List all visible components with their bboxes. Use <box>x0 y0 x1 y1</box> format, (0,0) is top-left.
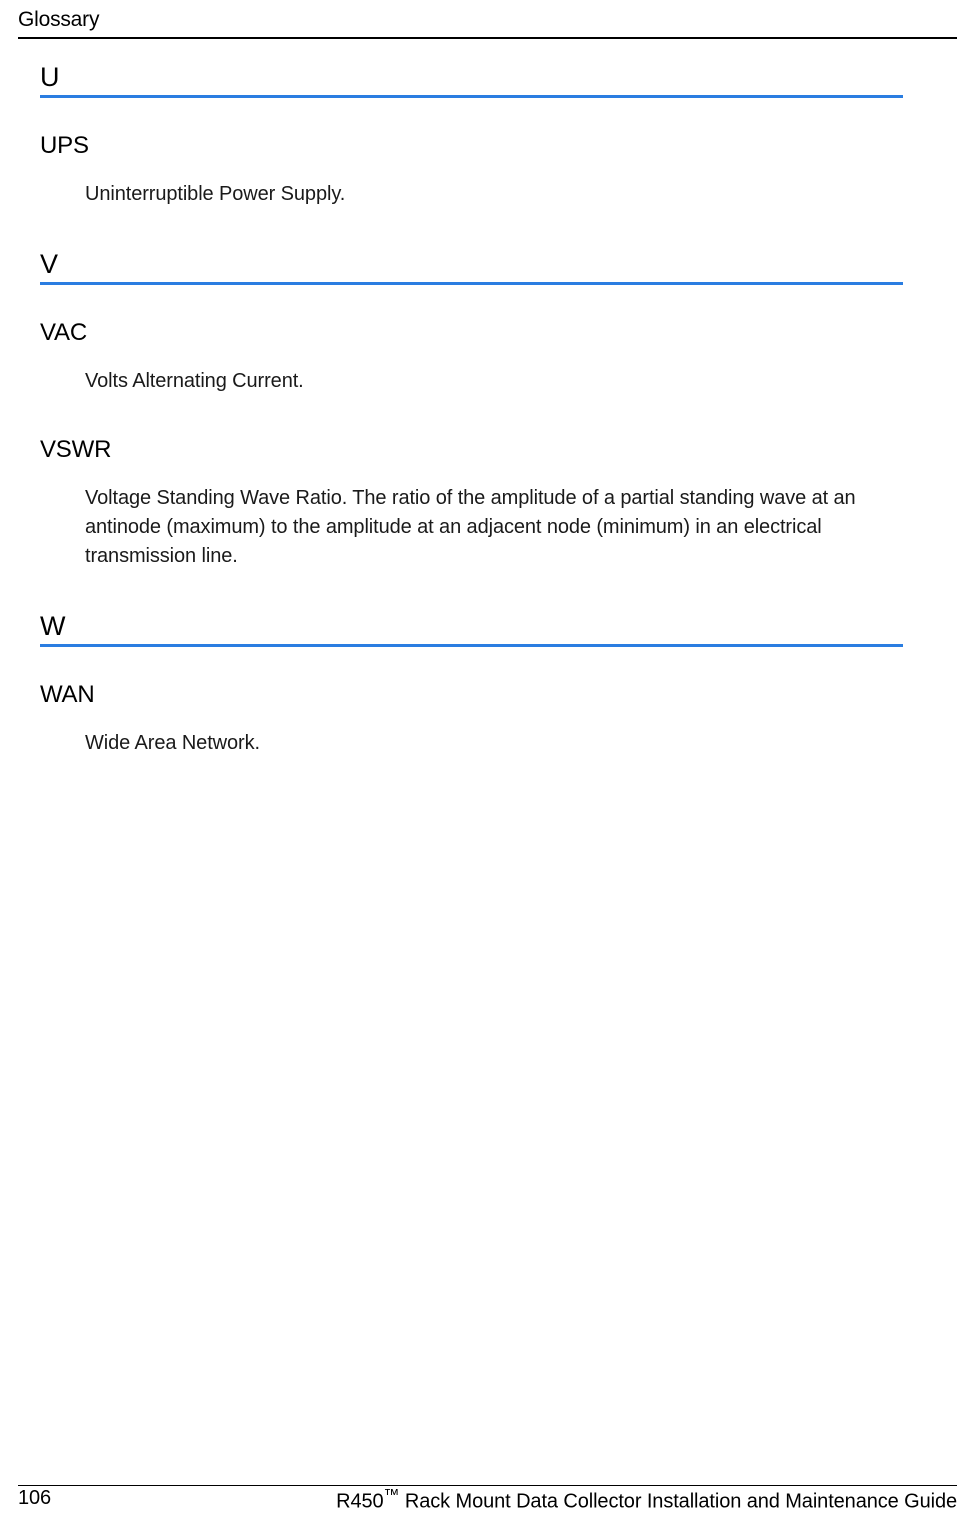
running-header: Glossary <box>18 8 99 32</box>
glossary-content: U UPS Uninterruptible Power Supply. V VA… <box>40 62 903 798</box>
term-ups-title: UPS <box>40 132 903 160</box>
term-wan-title: WAN <box>40 681 903 709</box>
page-number: 106 <box>18 1487 51 1514</box>
header-rule <box>18 37 957 39</box>
footer-rule <box>18 1485 957 1486</box>
term-vswr-definition: Voltage Standing Wave Ratio. The ratio o… <box>85 484 903 571</box>
term-vac-definition: Volts Alternating Current. <box>85 367 903 396</box>
page-footer: 106 R450™ Rack Mount Data Collector Inst… <box>18 1487 957 1514</box>
doc-title: R450™ Rack Mount Data Collector Installa… <box>336 1487 957 1514</box>
doc-title-prefix: R450 <box>336 1491 383 1513</box>
section-letter-w: W <box>40 611 903 647</box>
section-letter-u: U <box>40 62 903 98</box>
doc-title-suffix: Rack Mount Data Collector Installation a… <box>399 1491 957 1513</box>
term-ups-definition: Uninterruptible Power Supply. <box>85 180 903 209</box>
term-vac-title: VAC <box>40 319 903 347</box>
trademark-symbol: ™ <box>384 1487 400 1504</box>
term-vswr-title: VSWR <box>40 436 903 464</box>
term-wan-definition: Wide Area Network. <box>85 729 903 758</box>
section-letter-v: V <box>40 249 903 285</box>
